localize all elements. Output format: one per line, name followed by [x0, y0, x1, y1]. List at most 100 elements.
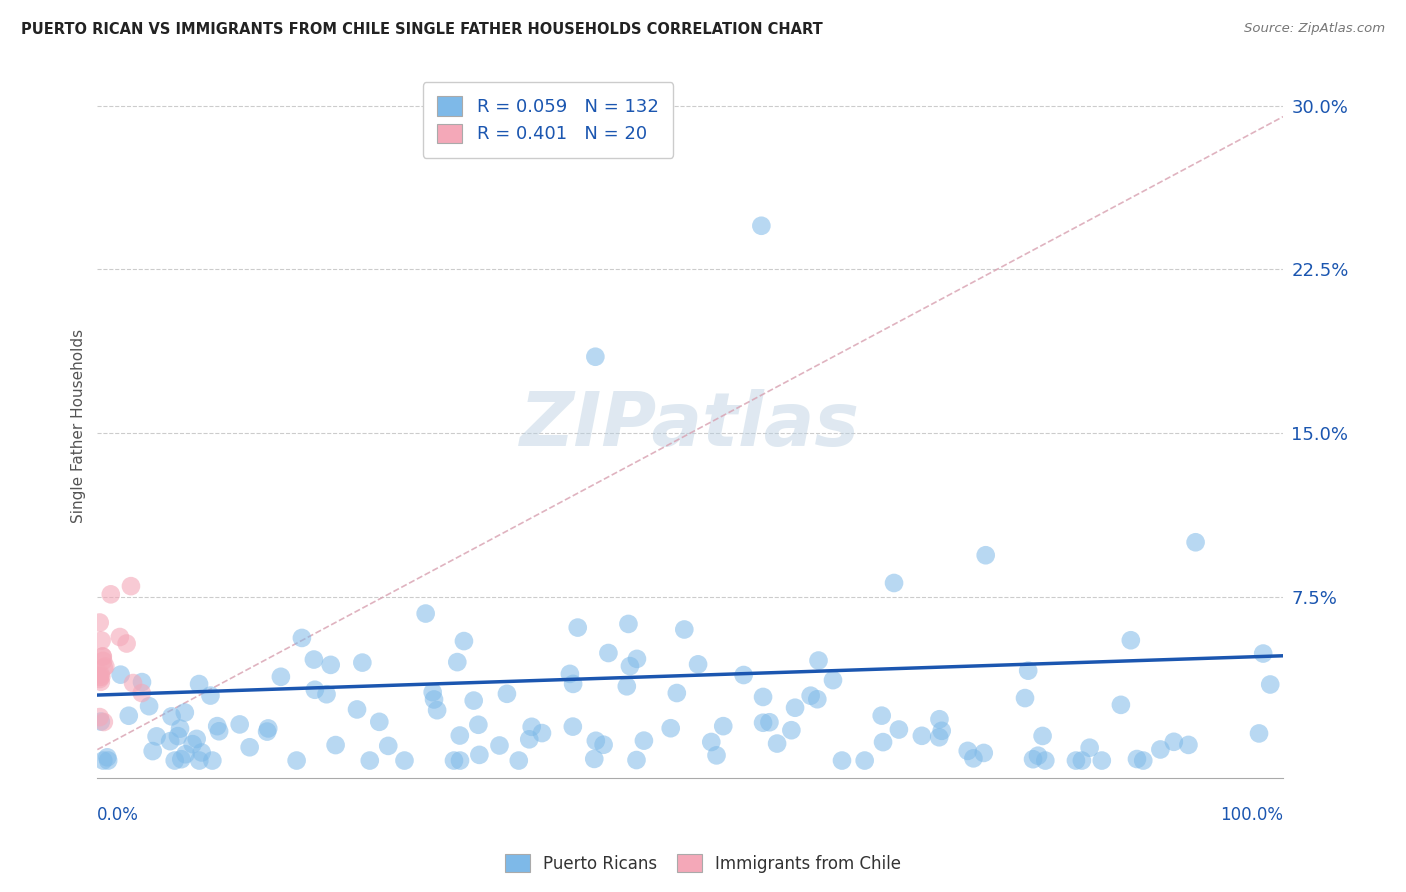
Point — [90, 633, 112, 648]
Point — [315, 687, 337, 701]
Point — [100, 587, 122, 601]
Point — [561, 720, 583, 734]
Point — [285, 754, 308, 768]
Point — [352, 656, 374, 670]
Point — [453, 634, 475, 648]
Point — [752, 715, 775, 730]
Point — [911, 729, 934, 743]
Point — [93, 714, 115, 729]
Point — [304, 682, 326, 697]
Point — [821, 673, 844, 687]
Point — [159, 734, 181, 748]
Point — [97, 754, 120, 768]
Point — [616, 679, 638, 693]
Point — [1149, 742, 1171, 756]
Point — [118, 708, 141, 723]
Point — [806, 692, 828, 706]
Point — [626, 652, 648, 666]
Point — [377, 739, 399, 753]
Point — [138, 699, 160, 714]
Point — [346, 702, 368, 716]
Point — [1064, 754, 1087, 768]
Point — [120, 579, 142, 593]
Point — [688, 657, 710, 672]
Point — [1091, 754, 1114, 768]
Point — [883, 576, 905, 591]
Point — [96, 750, 118, 764]
Point — [108, 630, 131, 644]
Point — [520, 720, 543, 734]
Point — [1132, 754, 1154, 768]
Point — [89, 615, 111, 630]
Point — [169, 722, 191, 736]
Point — [163, 754, 186, 768]
Point — [186, 731, 208, 746]
Point — [780, 723, 803, 738]
Point — [583, 350, 606, 364]
Text: 100.0%: 100.0% — [1220, 806, 1284, 824]
Point — [228, 717, 250, 731]
Point — [1247, 726, 1270, 740]
Point — [190, 746, 212, 760]
Point — [508, 754, 530, 768]
Point — [302, 652, 325, 666]
Point — [887, 723, 910, 737]
Point — [853, 754, 876, 768]
Point — [626, 753, 648, 767]
Legend: R = 0.059   N = 132, R = 0.401   N = 20: R = 0.059 N = 132, R = 0.401 N = 20 — [423, 82, 673, 158]
Point — [831, 754, 853, 768]
Point — [131, 686, 153, 700]
Point — [449, 754, 471, 768]
Point — [89, 710, 111, 724]
Point — [1033, 754, 1056, 768]
Point — [257, 722, 280, 736]
Point — [870, 708, 893, 723]
Point — [1032, 729, 1054, 743]
Point — [91, 649, 114, 664]
Point — [463, 693, 485, 707]
Point — [173, 706, 195, 720]
Text: 0.0%: 0.0% — [97, 806, 139, 824]
Point — [558, 666, 581, 681]
Point — [567, 621, 589, 635]
Point — [1014, 691, 1036, 706]
Point — [188, 677, 211, 691]
Point — [931, 723, 953, 738]
Point — [659, 721, 682, 735]
Point — [90, 674, 112, 689]
Y-axis label: Single Father Households: Single Father Households — [72, 328, 86, 523]
Point — [93, 660, 115, 674]
Text: PUERTO RICAN VS IMMIGRANTS FROM CHILE SINGLE FATHER HOUSEHOLDS CORRELATION CHART: PUERTO RICAN VS IMMIGRANTS FROM CHILE SI… — [21, 22, 823, 37]
Point — [1070, 754, 1092, 768]
Point — [415, 607, 437, 621]
Point — [617, 616, 640, 631]
Point — [443, 754, 465, 768]
Point — [562, 677, 585, 691]
Point — [974, 548, 997, 562]
Point — [94, 659, 117, 673]
Point — [592, 738, 614, 752]
Point — [208, 724, 231, 739]
Point — [956, 744, 979, 758]
Point — [291, 631, 314, 645]
Point — [1109, 698, 1132, 712]
Point — [359, 754, 381, 768]
Point — [665, 686, 688, 700]
Point — [446, 655, 468, 669]
Point — [928, 731, 950, 745]
Point — [752, 690, 775, 704]
Point — [142, 744, 165, 758]
Point — [270, 670, 292, 684]
Point — [131, 675, 153, 690]
Point — [467, 718, 489, 732]
Point — [200, 689, 222, 703]
Point — [122, 676, 145, 690]
Point — [115, 636, 138, 650]
Point — [205, 719, 228, 733]
Point — [619, 659, 641, 673]
Point — [530, 726, 553, 740]
Point — [962, 751, 984, 765]
Point — [496, 687, 519, 701]
Text: Source: ZipAtlas.com: Source: ZipAtlas.com — [1244, 22, 1385, 36]
Point — [700, 735, 723, 749]
